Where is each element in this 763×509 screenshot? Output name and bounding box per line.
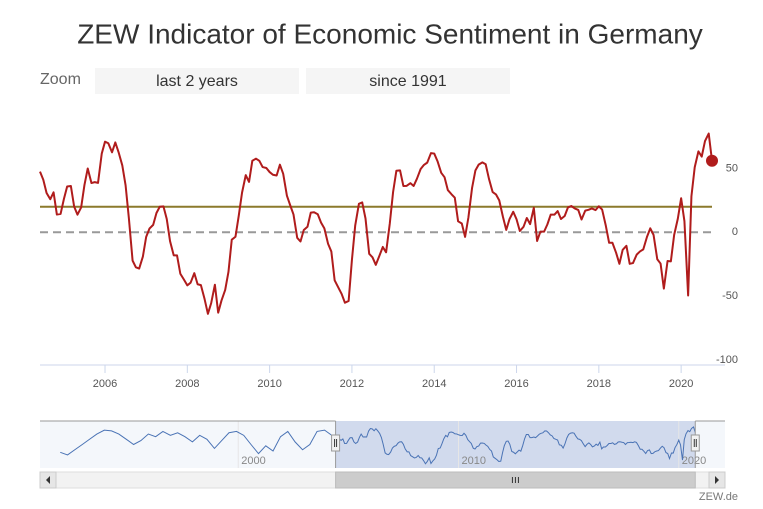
button-label[interactable]: last 2 years xyxy=(156,73,238,90)
button-bg[interactable] xyxy=(306,68,510,94)
scrollbar-arrow xyxy=(46,476,50,484)
navigator-selection xyxy=(335,421,696,468)
last-point-marker[interactable] xyxy=(706,154,718,167)
navigator-tick-label: 2020 xyxy=(682,455,706,467)
x-tick-label: 2016 xyxy=(504,378,528,390)
zoom-button[interactable]: since 1991 xyxy=(306,68,510,94)
navigator-tick-label: 2010 xyxy=(461,455,485,467)
series-line xyxy=(39,132,713,315)
zoom-label: Zoom xyxy=(40,71,81,88)
credit[interactable]: ZEW.de xyxy=(699,491,738,503)
navigator-handle[interactable] xyxy=(690,434,700,452)
navigator-bg xyxy=(40,421,725,468)
scrollbar-arrow xyxy=(715,476,719,484)
button-bg[interactable] xyxy=(95,68,299,94)
x-tick-label: 2020 xyxy=(669,378,693,390)
x-tick-label: 2008 xyxy=(175,378,199,390)
x-tick-label: 2014 xyxy=(422,378,446,390)
navigator-line xyxy=(60,429,333,456)
button-label[interactable]: since 1991 xyxy=(369,73,446,90)
x-tick-label: 2012 xyxy=(340,378,364,390)
x-tick-label: 2006 xyxy=(93,378,117,390)
y-tick-label: -100 xyxy=(716,354,738,366)
navigator-line xyxy=(335,426,696,465)
navigator-handle[interactable] xyxy=(331,434,341,452)
navigator-tick-label: 2000 xyxy=(241,455,265,467)
y-tick-label: 50 xyxy=(726,162,738,174)
chart-title: ZEW Indicator of Economic Sentiment in G… xyxy=(77,18,703,49)
y-tick-label: 0 xyxy=(732,226,738,238)
x-tick-label: 2010 xyxy=(257,378,281,390)
zoom-button[interactable]: last 2 years xyxy=(95,68,299,94)
y-tick-label: -50 xyxy=(722,290,738,302)
x-tick-label: 2018 xyxy=(587,378,611,390)
